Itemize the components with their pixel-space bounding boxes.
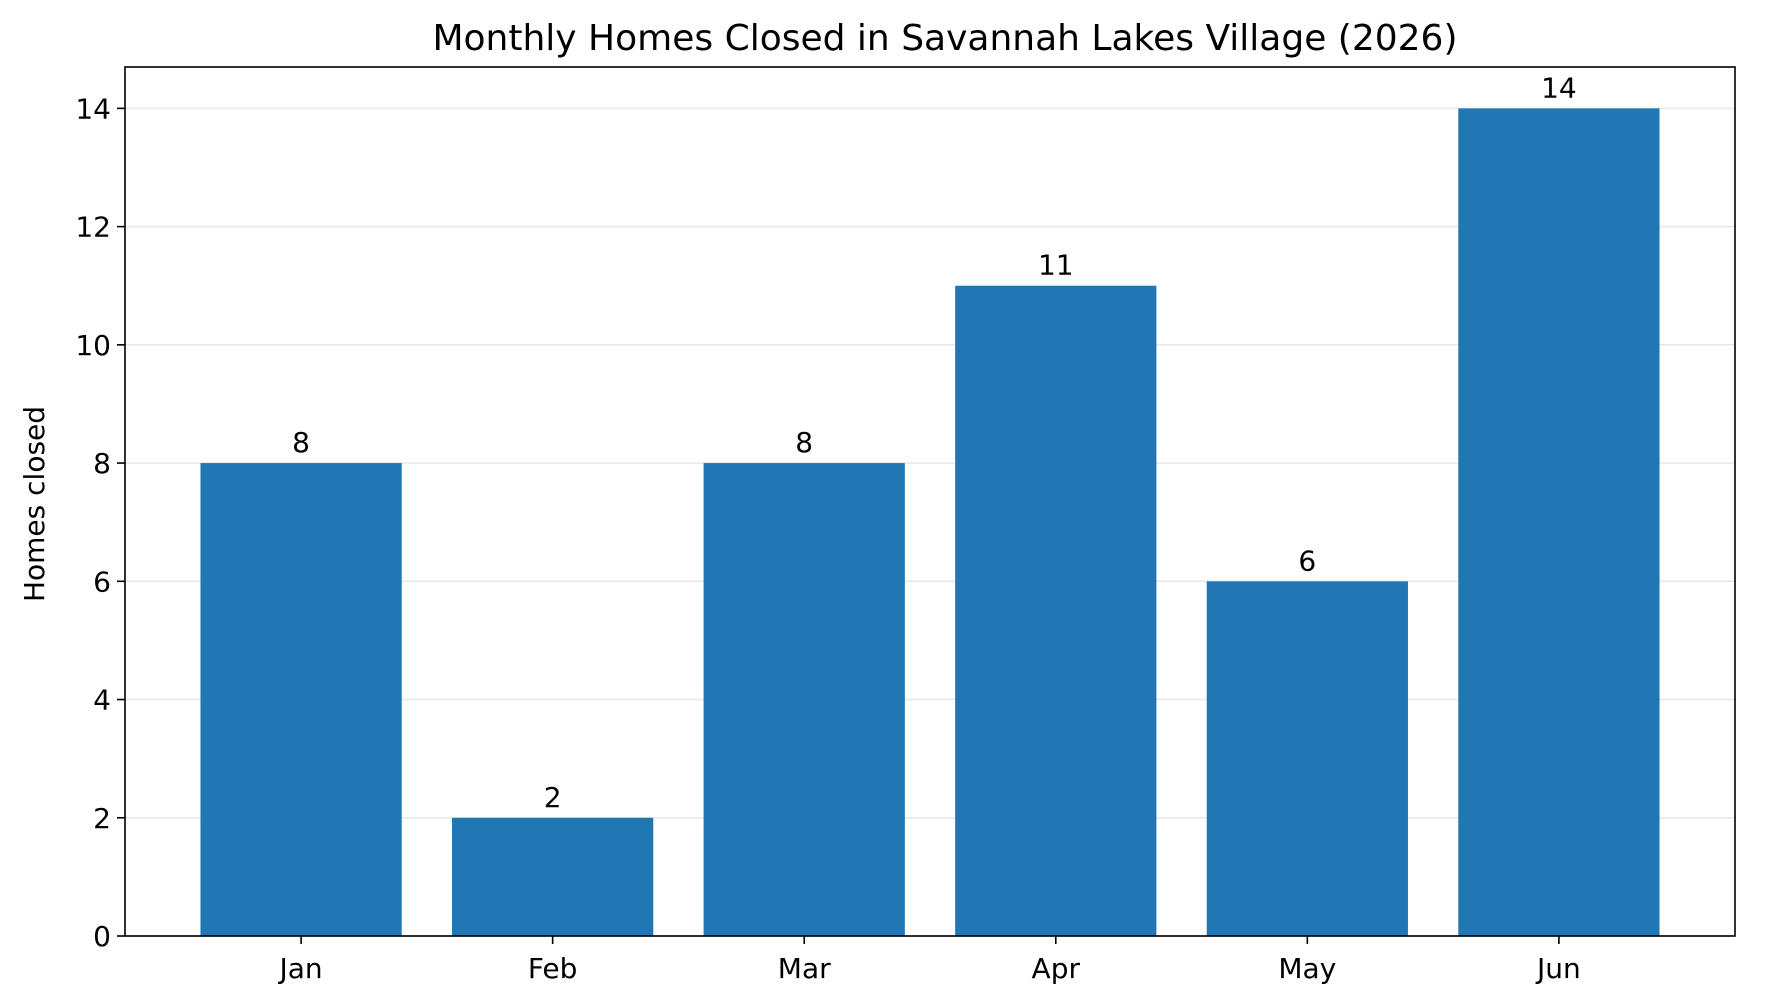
y-tick-label: 6 (93, 565, 111, 598)
y-tick-label: 14 (75, 92, 111, 125)
bar-mar (703, 463, 905, 936)
chart-title: Monthly Homes Closed in Savannah Lakes V… (432, 18, 1457, 59)
data-label-may: 6 (1298, 544, 1316, 577)
bar-apr (955, 285, 1157, 936)
x-tick-label-may: May (1278, 952, 1336, 985)
bar-feb (452, 817, 654, 936)
y-tick-label: 0 (93, 920, 111, 953)
x-tick-label-apr: Apr (1032, 952, 1081, 985)
data-label-mar: 8 (795, 426, 813, 459)
y-tick-label: 4 (93, 684, 111, 717)
y-axis-label: Homes closed (18, 406, 51, 602)
bars (200, 108, 1660, 936)
bar-jun (1458, 108, 1660, 936)
bar-jan (200, 463, 402, 936)
x-tick-label-jun: Jun (1535, 952, 1581, 985)
y-tick-label: 8 (93, 447, 111, 480)
x-tick-label-feb: Feb (528, 952, 578, 985)
x-axis-ticks: Jan Feb Mar Apr May Jun (278, 936, 1581, 985)
data-labels: 8 2 8 11 6 14 (292, 71, 1577, 813)
data-label-feb: 2 (544, 781, 562, 814)
bar-may (1206, 581, 1408, 936)
data-label-jun: 14 (1541, 71, 1577, 104)
data-label-jan: 8 (292, 426, 310, 459)
plot-frame (124, 66, 1736, 937)
y-axis-ticks: 0 2 4 6 8 10 12 14 (75, 92, 125, 953)
y-tick-label: 12 (75, 211, 111, 244)
x-tick-label-mar: Mar (778, 952, 831, 985)
x-tick-label-jan: Jan (278, 952, 323, 985)
y-tick-label: 10 (75, 329, 111, 362)
data-label-apr: 11 (1038, 249, 1074, 282)
y-tick-label: 2 (93, 802, 111, 835)
